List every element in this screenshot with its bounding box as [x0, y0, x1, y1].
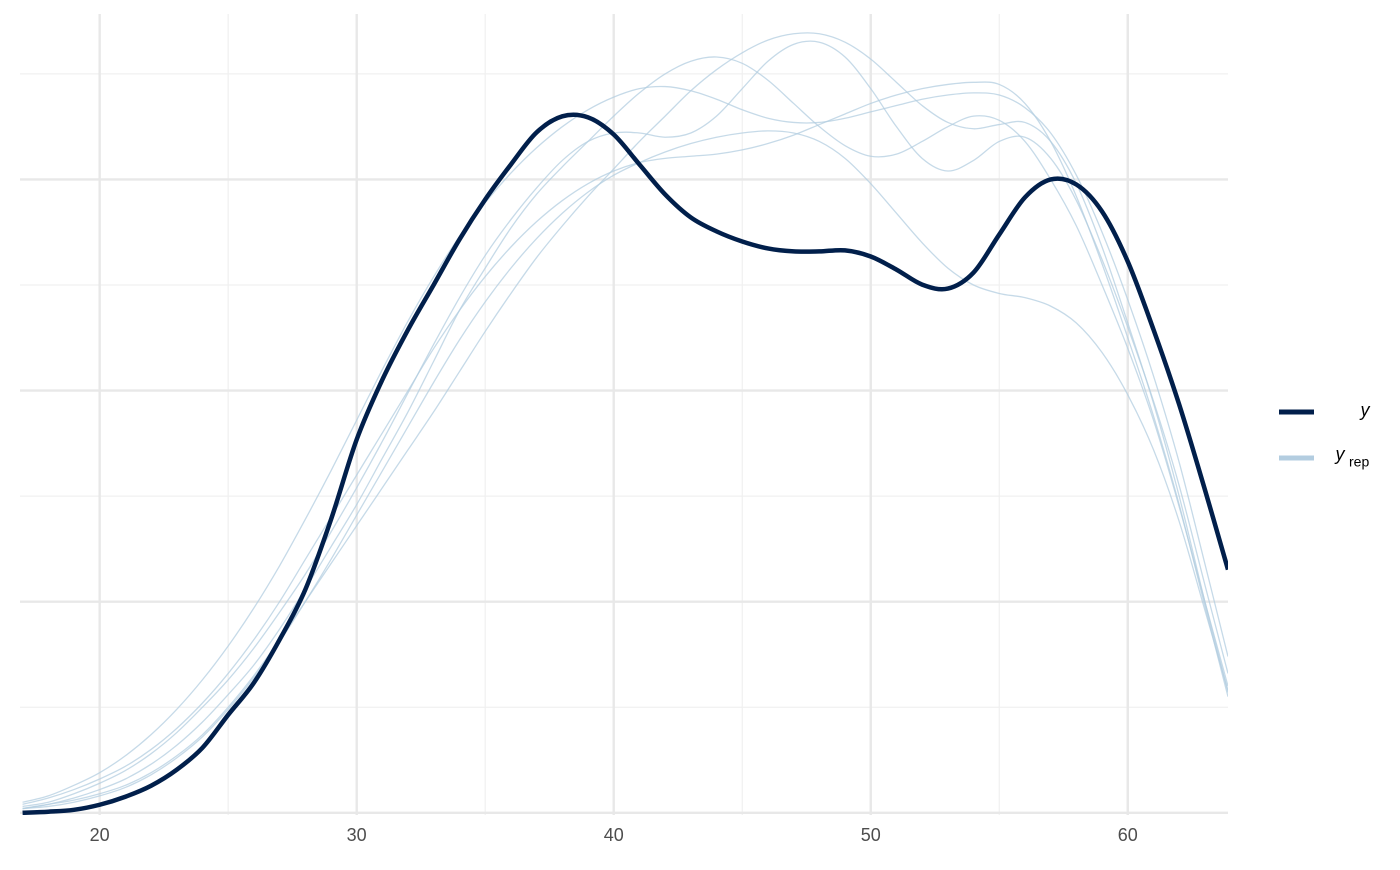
- x-tick-label: 50: [861, 825, 881, 845]
- yrep-curve: [22, 32, 1228, 810]
- x-tick-label: 60: [1118, 825, 1138, 845]
- yrep-curve: [22, 81, 1228, 805]
- legend: yy rep: [1279, 400, 1371, 470]
- yrep-curve: [22, 40, 1228, 808]
- yrep-curve: [22, 130, 1228, 810]
- legend-label: y: [1334, 444, 1346, 464]
- yrep-curve: [22, 85, 1228, 803]
- x-tick-label: 30: [347, 825, 367, 845]
- y-curve: [22, 112, 1228, 816]
- legend-subscript: rep: [1349, 454, 1369, 470]
- x-tick-label: 20: [90, 825, 110, 845]
- legend-label: y: [1359, 400, 1371, 420]
- x-tick-label: 40: [604, 825, 624, 845]
- grid: 20 30 40 50 60: [20, 14, 1228, 845]
- curves: [22, 32, 1228, 816]
